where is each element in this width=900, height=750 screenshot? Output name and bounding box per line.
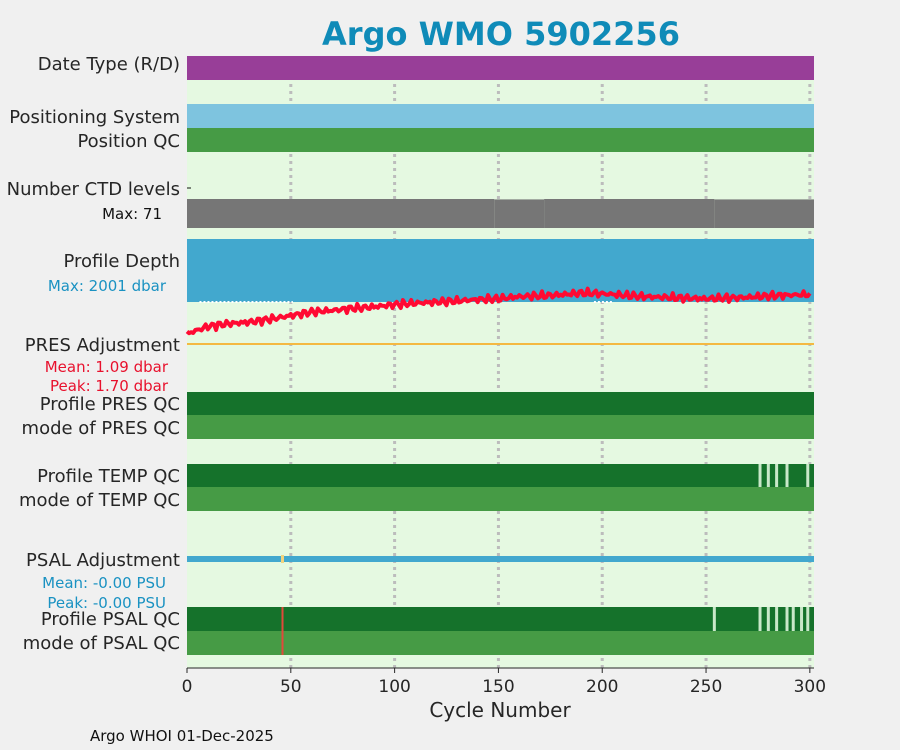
temp-qc-flag-2 — [775, 464, 779, 487]
data-bands — [185, 56, 814, 655]
label-date-type: Date Type (R/D) — [38, 54, 180, 75]
ctd-levels-segment-2 — [544, 199, 715, 228]
label-psal-adjustment: PSAL Adjustment — [26, 550, 180, 571]
chart-title: Argo WMO 5902256 — [322, 15, 680, 53]
temp-qc-flag-3 — [785, 464, 789, 487]
x-tick-label-300: 300 — [794, 677, 826, 697]
psal-qc-bad-flag — [281, 607, 284, 655]
x-tick-label-100: 100 — [378, 677, 410, 697]
psal-qc-flag-1 — [758, 607, 762, 631]
plot-background — [187, 56, 814, 668]
ctd-levels-segment-3 — [714, 199, 814, 228]
label-profile-temp-qc: Profile TEMP QC — [37, 466, 180, 487]
x-tick-label-200: 200 — [586, 677, 618, 697]
x-tick-label-50: 50 — [280, 677, 302, 697]
x-axis-ticks: 0 50 100 150 200 250 300 — [182, 668, 826, 697]
band-date-type — [187, 56, 814, 80]
band-psal-adjustment — [187, 556, 814, 562]
temp-qc-flag-4 — [806, 464, 810, 487]
psal-adjustment-peak: Peak: -0.00 PSU — [47, 594, 166, 612]
label-position-qc: Position QC — [77, 131, 180, 152]
label-mode-pres-qc: mode of PRES QC — [22, 418, 180, 439]
psal-qc-flag-3 — [775, 607, 779, 631]
ctd-levels-segment-0 — [187, 199, 495, 228]
psal-qc-flag-6 — [800, 607, 804, 631]
label-ctd-levels: Number CTD levels — [7, 179, 180, 200]
footer-text: Argo WHOI 01-Dec-2025 — [90, 727, 274, 745]
profile-depth-max: Max: 2001 dbar — [48, 277, 167, 295]
band-profile-depth — [187, 239, 814, 302]
label-mode-psal-qc: mode of PSAL QC — [23, 633, 180, 654]
label-pres-adjustment: PRES Adjustment — [25, 335, 180, 356]
psal-adjustment-marker — [281, 555, 285, 563]
psal-qc-flag-5 — [791, 607, 795, 631]
pres-adjustment-mean: Mean: 1.09 dbar — [45, 358, 169, 376]
temp-qc-flag-1 — [766, 464, 770, 487]
label-mode-temp-qc: mode of TEMP QC — [19, 490, 180, 511]
psal-qc-flag-0 — [712, 607, 716, 631]
x-tick-label-0: 0 — [182, 677, 193, 697]
ctd-levels-max: Max: 71 — [102, 205, 162, 223]
label-profile-pres-qc: Profile PRES QC — [40, 394, 180, 415]
label-profile-depth: Profile Depth — [63, 251, 180, 272]
band-mode-psal-qc — [187, 631, 814, 655]
ctd-levels-segment-1 — [494, 199, 545, 228]
pres-adjustment-peak: Peak: 1.70 dbar — [50, 377, 169, 395]
band-profile-psal-qc — [187, 607, 814, 631]
label-profile-psal-qc: Profile PSAL QC — [41, 609, 180, 630]
x-tick-label-150: 150 — [482, 677, 514, 697]
label-positioning-system: Positioning System — [9, 107, 180, 128]
band-mode-pres-qc — [187, 415, 814, 439]
band-profile-pres-qc — [187, 392, 814, 415]
psal-qc-flag-2 — [766, 607, 770, 631]
psal-qc-flag-4 — [785, 607, 789, 631]
band-mode-temp-qc — [187, 487, 814, 511]
band-position-qc — [187, 128, 814, 152]
temp-qc-flag-0 — [758, 464, 762, 487]
psal-adjustment-mean: Mean: -0.00 PSU — [42, 574, 166, 592]
x-axis-label: Cycle Number — [429, 698, 571, 722]
band-profile-temp-qc — [187, 464, 814, 487]
x-tick-label-250: 250 — [690, 677, 722, 697]
pres-adjustment-series — [185, 286, 812, 336]
psal-qc-flag-7 — [806, 607, 810, 631]
band-positioning-system — [187, 104, 814, 128]
